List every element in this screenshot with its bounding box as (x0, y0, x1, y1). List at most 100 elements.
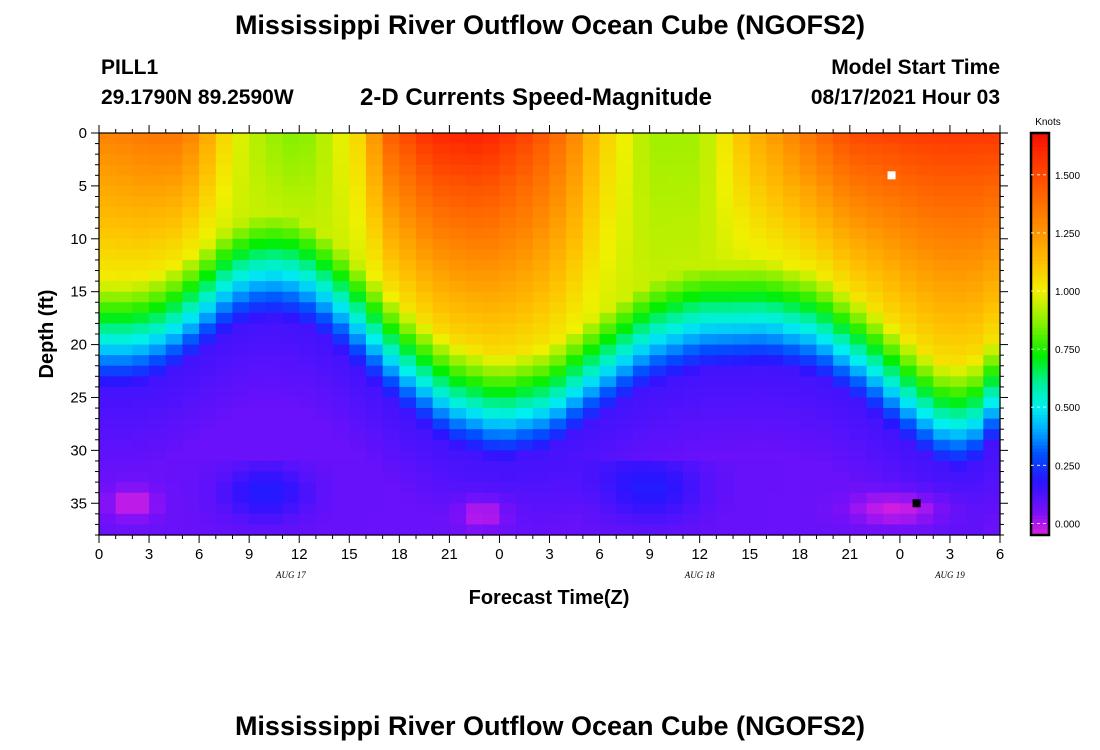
heatmap-cell (266, 154, 283, 165)
heatmap-cell (616, 387, 633, 398)
heatmap-cell (566, 302, 583, 313)
heatmap-cell (499, 376, 516, 387)
heatmap-cell (583, 196, 600, 207)
heatmap-cell (149, 429, 166, 440)
heatmap-cell (99, 387, 116, 398)
heatmap-cell (900, 345, 917, 356)
heatmap-cell (850, 419, 867, 430)
heatmap-cell (650, 366, 667, 377)
heatmap-cell (983, 186, 1000, 197)
heatmap-cell (900, 281, 917, 292)
heatmap-cell (333, 408, 350, 419)
heatmap-cell (633, 514, 650, 525)
heatmap-cell (650, 249, 667, 260)
heatmap-cell (633, 493, 650, 504)
heatmap-cell (783, 482, 800, 493)
heatmap-cell (116, 313, 133, 324)
heatmap-cell (733, 249, 750, 260)
heatmap-cell (516, 292, 533, 303)
heatmap-cell (349, 154, 366, 165)
heatmap-cell (783, 419, 800, 430)
heatmap-cell (900, 207, 917, 218)
heatmap-cell (950, 165, 967, 176)
heatmap-cell (917, 408, 934, 419)
heatmap-cell (917, 461, 934, 472)
heatmap-cell (783, 387, 800, 398)
heatmap-cell (466, 376, 483, 387)
heatmap-cell (867, 292, 884, 303)
heatmap-cell (850, 334, 867, 345)
heatmap-cell (733, 228, 750, 239)
heatmap-cell (232, 503, 249, 514)
heatmap-cell (449, 144, 466, 155)
heatmap-cell (216, 228, 233, 239)
heatmap-cell (383, 334, 400, 345)
heatmap-cell (232, 133, 249, 144)
heatmap-cell (149, 281, 166, 292)
heatmap-cell (266, 175, 283, 186)
heatmap-cell (983, 429, 1000, 440)
heatmap-cell (99, 461, 116, 472)
heatmap-cell (416, 524, 433, 535)
heatmap-cell (816, 175, 833, 186)
heatmap-cell (299, 408, 316, 419)
heatmap-cell (182, 228, 199, 239)
heatmap-cell (283, 207, 300, 218)
heatmap-cell (650, 154, 667, 165)
heatmap-cell (816, 387, 833, 398)
heatmap-cell (533, 419, 550, 430)
heatmap-cell (149, 175, 166, 186)
heatmap-cell (366, 313, 383, 324)
heatmap-cell (232, 323, 249, 334)
heatmap-cell (249, 493, 266, 504)
heatmap-cell (783, 313, 800, 324)
heatmap-cell (883, 503, 900, 514)
heatmap-cell (550, 493, 567, 504)
heatmap-cell (950, 482, 967, 493)
heatmap-cell (483, 207, 500, 218)
heatmap-cell (483, 144, 500, 155)
heatmap-cell (850, 196, 867, 207)
heatmap-cell (199, 503, 216, 514)
heatmap-cell (383, 482, 400, 493)
heatmap-cell (132, 207, 149, 218)
heatmap-cell (366, 144, 383, 155)
heatmap-cell (283, 387, 300, 398)
heatmap-cell (499, 503, 516, 514)
heatmap-cell (933, 196, 950, 207)
heatmap-cell (983, 154, 1000, 165)
heatmap-cell (833, 440, 850, 451)
heatmap-cell (366, 165, 383, 176)
heatmap-cell (816, 472, 833, 483)
heatmap-cell (850, 281, 867, 292)
heatmap-cell (700, 514, 717, 525)
x-date-label: AUG 17 (275, 570, 306, 580)
heatmap-cell (700, 408, 717, 419)
heatmap-cell (232, 461, 249, 472)
heatmap-cell (550, 186, 567, 197)
heatmap-cell (917, 482, 934, 493)
heatmap-cell (650, 239, 667, 250)
heatmap-cell (766, 271, 783, 282)
heatmap-cell (666, 387, 683, 398)
heatmap-cell (900, 218, 917, 229)
heatmap-cell (766, 249, 783, 260)
heatmap-cell (583, 218, 600, 229)
heatmap-cell (333, 387, 350, 398)
heatmap-cell (316, 302, 333, 313)
heatmap-cell (550, 524, 567, 535)
heatmap-cell (616, 461, 633, 472)
heatmap-cell (166, 387, 183, 398)
heatmap-cell (149, 207, 166, 218)
heatmap-cell (800, 249, 817, 260)
heatmap-cell (166, 524, 183, 535)
heatmap-cell (850, 503, 867, 514)
heatmap-cell (766, 493, 783, 504)
heatmap-cell (683, 461, 700, 472)
heatmap-cell (716, 450, 733, 461)
heatmap-cell (249, 408, 266, 419)
heatmap-cell (299, 397, 316, 408)
heatmap-cell (616, 281, 633, 292)
heatmap-cell (416, 461, 433, 472)
heatmap-cell (499, 345, 516, 356)
